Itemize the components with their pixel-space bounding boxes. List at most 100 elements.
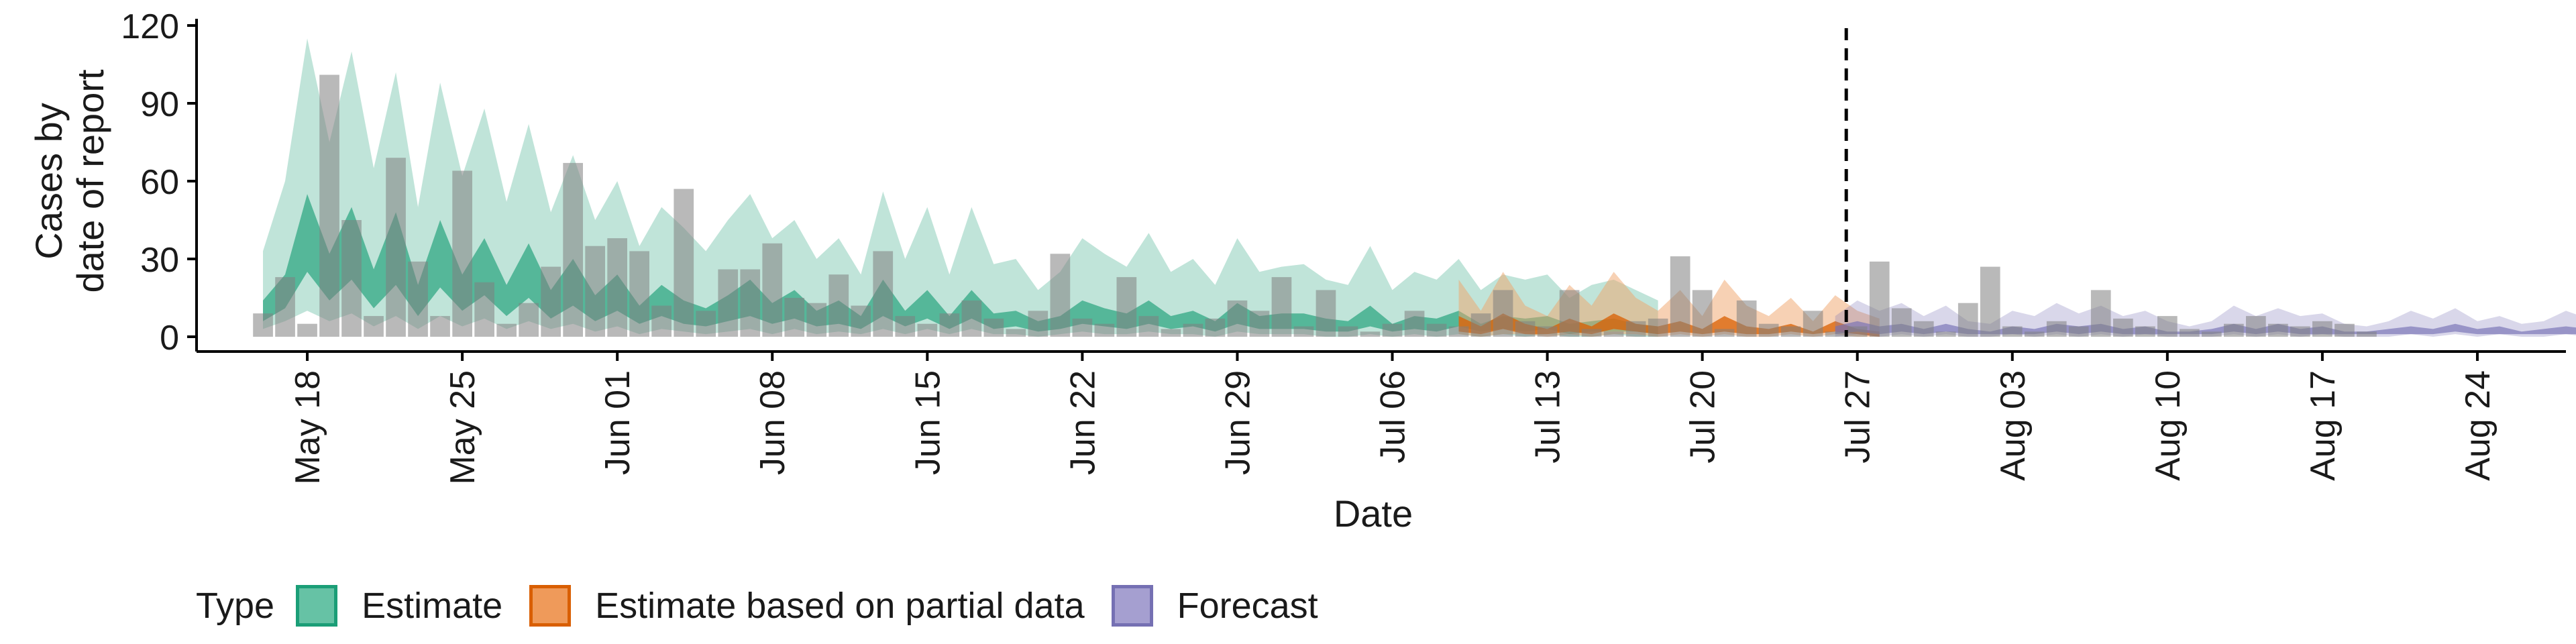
observed-bar	[1316, 290, 1336, 337]
x-tick-label: Jul 13	[1529, 370, 1568, 464]
observed-bar	[1404, 311, 1425, 337]
legend-item-partial: Estimate based on partial data	[529, 585, 1085, 627]
observed-bar	[1050, 254, 1071, 337]
observed-bar	[1891, 308, 1912, 337]
observed-bar	[474, 282, 494, 337]
x-tick-label: Jun 29	[1218, 370, 1257, 475]
observed-bar	[1072, 318, 1093, 337]
observed-bar	[2357, 331, 2377, 337]
observed-bar	[629, 251, 649, 337]
legend-item-estimate: Estimate	[296, 585, 502, 627]
observed-bar	[1138, 316, 1159, 337]
observed-bar	[784, 298, 805, 337]
observed-bar	[2024, 331, 2045, 337]
observed-bar	[1116, 277, 1137, 337]
observed-bar	[1293, 326, 1314, 337]
x-tick-label: Jul 20	[1684, 370, 1723, 464]
x-tick-label: Jun 22	[1063, 370, 1102, 475]
observed-bar	[2180, 329, 2200, 337]
x-tick-label: Aug 03	[1994, 370, 2033, 481]
observed-bar	[828, 274, 849, 337]
observed-bar	[1183, 323, 1203, 337]
observed-bar	[275, 277, 295, 337]
observed-bar	[319, 74, 339, 337]
y-tick-label: 30	[140, 241, 179, 280]
x-tick-label: Jul 06	[1374, 370, 1413, 464]
observed-bar	[1780, 326, 1801, 337]
y-axis-ticks: 0 30 60 90 120	[121, 7, 197, 358]
x-tick-label: Jun 08	[753, 370, 792, 475]
observed-bar	[1006, 329, 1026, 337]
observed-bar	[519, 303, 539, 337]
observed-bar	[740, 269, 761, 337]
observed-bar	[1028, 311, 1049, 337]
observed-bar	[1957, 303, 1978, 337]
y-tick-label: 90	[140, 85, 179, 124]
observed-bar	[341, 220, 362, 337]
observed-bar	[651, 305, 672, 337]
observed-bar	[1338, 326, 1358, 337]
observed-bar	[939, 313, 960, 337]
observed-bar	[1869, 261, 1890, 337]
observed-bar	[1980, 266, 2000, 337]
observed-bar	[1426, 323, 1447, 337]
observed-bar	[1736, 300, 1757, 337]
observed-bar	[1161, 329, 1181, 337]
observed-bar	[541, 266, 561, 337]
x-tick-label: May 25	[443, 370, 482, 485]
observed-bar	[2113, 318, 2133, 337]
observed-bar	[2002, 326, 2023, 337]
observed-bar	[1537, 326, 1558, 337]
observed-bar	[1581, 329, 1602, 337]
x-tick-label: Jul 27	[1839, 370, 1878, 464]
x-axis-label: Date	[1334, 492, 1413, 535]
observed-bar	[917, 323, 938, 337]
observed-bar	[873, 251, 894, 337]
observed-bar	[718, 269, 739, 337]
observed-bar	[386, 158, 406, 337]
legend: Type Estimate Estimate based on partial …	[196, 576, 1345, 636]
legend-swatch-partial	[529, 585, 572, 627]
observed-bar	[1670, 256, 1690, 337]
legend-item-forecast: Forecast	[1111, 585, 1318, 627]
x-tick-label: Jun 01	[598, 370, 637, 475]
observed-bar	[806, 303, 827, 337]
observed-bar	[452, 170, 472, 337]
observed-bar	[1448, 326, 1469, 337]
x-axis-ticks: May 18 May 25 Jun 01 Jun 08 Jun 15 Jun 22 Jun …	[288, 352, 2498, 485]
observed-bar	[1559, 290, 1580, 337]
observed-bar	[1249, 311, 1270, 337]
observed-bar	[585, 246, 605, 337]
observed-bar	[2312, 321, 2332, 337]
observed-bar	[983, 318, 1004, 337]
observed-bar	[364, 316, 384, 337]
observed-bar	[1648, 318, 1668, 337]
observed-bar	[2157, 316, 2178, 337]
observed-bar	[2290, 326, 2310, 337]
observed-bar	[1382, 323, 1403, 337]
observed-bar	[851, 305, 871, 337]
observed-bar	[1825, 331, 1845, 337]
observed-bar	[1935, 331, 1956, 337]
observed-bar	[430, 316, 450, 337]
observed-bar	[1271, 277, 1292, 337]
observed-bar	[1493, 290, 1513, 337]
observed-bar	[2202, 331, 2222, 337]
legend-label-forecast: Forecast	[1177, 586, 1318, 626]
observed-bar	[1847, 326, 1868, 337]
observed-bar	[1515, 321, 1536, 337]
observed-bar	[2268, 323, 2288, 337]
legend-swatch-estimate	[296, 585, 338, 627]
observed-bar	[2224, 323, 2244, 337]
observed-bar	[961, 300, 982, 337]
observed-bar	[2246, 316, 2266, 337]
y-tick-label: 60	[140, 163, 179, 202]
y-axis-label-line: date of report	[69, 69, 111, 293]
observed-bar	[2046, 321, 2067, 337]
observed-bar	[2135, 326, 2155, 337]
observed-bar	[2068, 326, 2089, 337]
observed-bar	[1758, 323, 1779, 337]
x-tick-label: May 18	[288, 370, 327, 485]
observed-bar	[1714, 329, 1735, 337]
x-tick-label: Aug 24	[2459, 370, 2498, 481]
